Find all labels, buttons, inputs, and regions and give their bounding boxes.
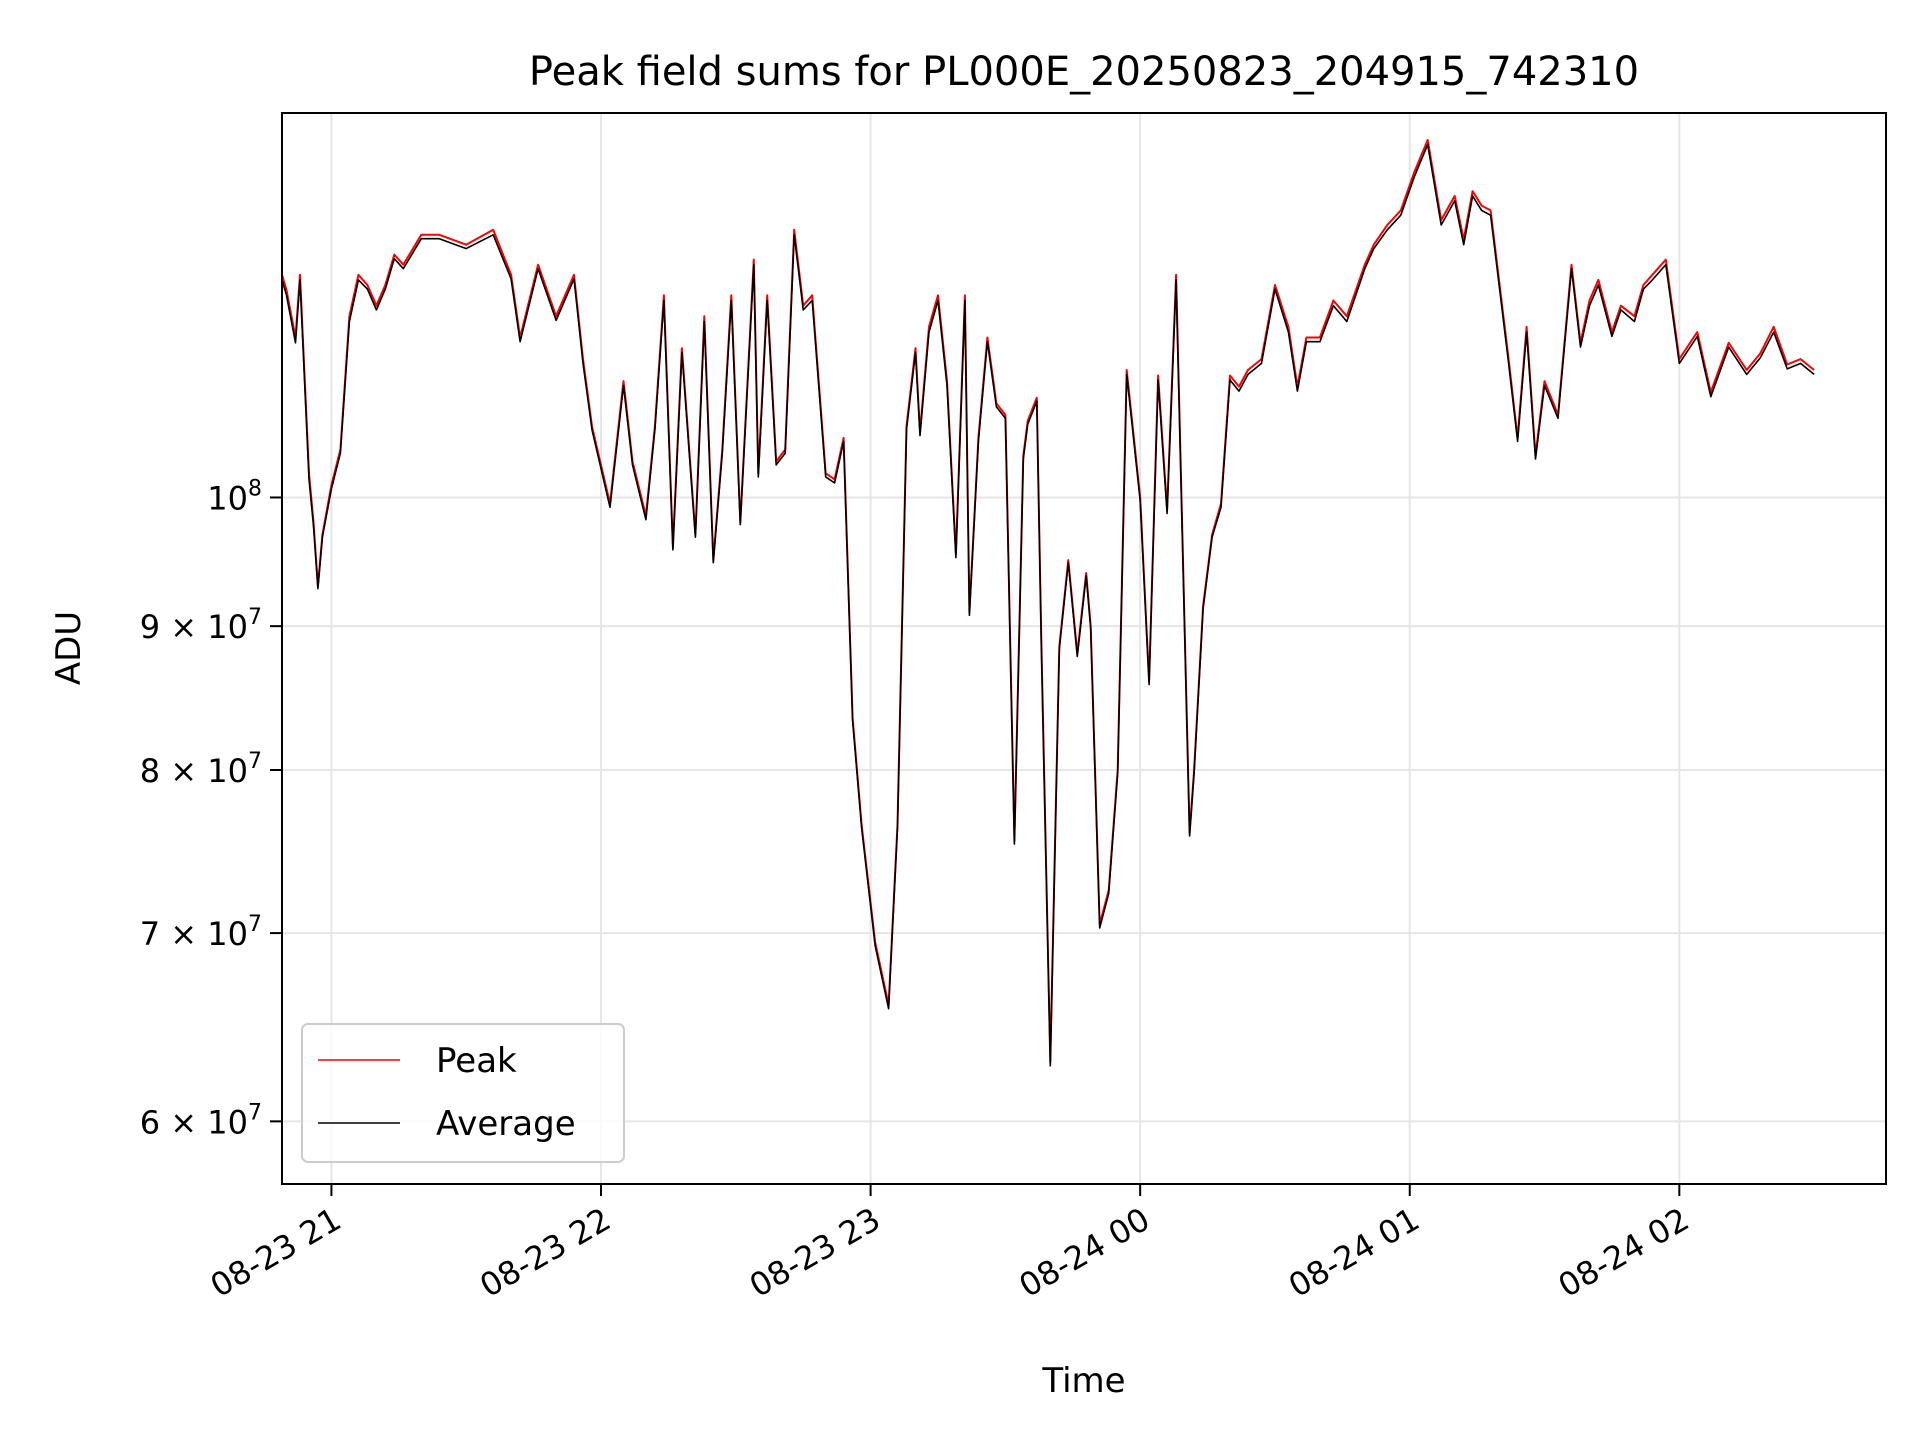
grid bbox=[282, 113, 1886, 1184]
legend-box bbox=[301, 1023, 625, 1163]
y-tick-label: 9 × 107 bbox=[140, 605, 262, 646]
legend-label-peak: Peak bbox=[436, 1041, 517, 1081]
x-axis-label: Time bbox=[1041, 1361, 1125, 1401]
y-axis-label: ADU bbox=[49, 611, 89, 685]
y-axis-ticks: 108 9 × 107 8 × 107 7 × 107 6 × 107 bbox=[140, 476, 282, 1141]
series-line-average bbox=[281, 143, 1815, 1067]
y-tick-label: 7 × 107 bbox=[140, 912, 262, 953]
series-lines bbox=[281, 139, 1815, 1067]
y-tick-label: 108 bbox=[207, 476, 262, 517]
plot-frame bbox=[281, 112, 1887, 1185]
chart-title: Peak field sums for PL000E_20250823_2049… bbox=[529, 49, 1639, 95]
y-tick-label: 6 × 107 bbox=[140, 1100, 262, 1141]
y-tick-label: 8 × 107 bbox=[140, 749, 262, 790]
legend-label-average: Average bbox=[436, 1104, 576, 1144]
legend: Peak Average bbox=[301, 1023, 625, 1163]
